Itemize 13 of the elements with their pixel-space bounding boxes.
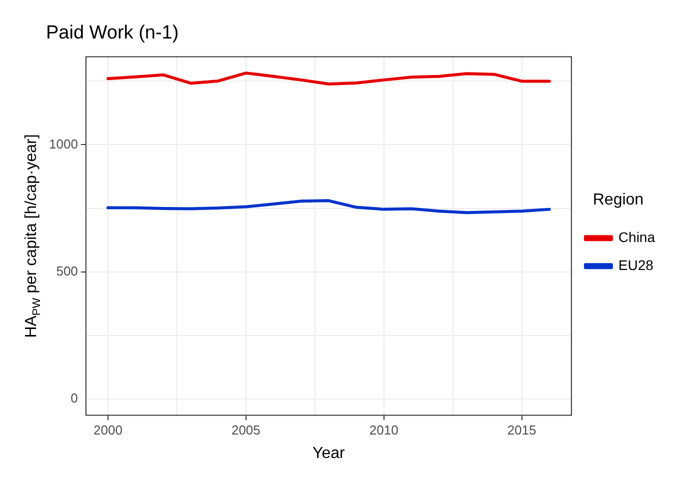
y-tick-label: 0 xyxy=(70,390,78,406)
x-tick-label: 2000 xyxy=(94,422,122,438)
chart-title: Paid Work (n-1) xyxy=(46,22,179,44)
legend-label: EU28 xyxy=(618,256,654,273)
legend-label: China xyxy=(618,228,656,245)
x-tick-label: 2015 xyxy=(507,422,536,438)
legend-title: Region xyxy=(592,191,644,208)
y-axis-title: HAPW per capita [h/cap·year] xyxy=(23,134,43,338)
x-tick-label: 2005 xyxy=(231,422,260,438)
y-tick-label: 500 xyxy=(56,263,78,278)
x-axis-title: Year xyxy=(312,444,346,462)
y-tick-label: 1000 xyxy=(49,136,78,152)
x-tick-label: 2010 xyxy=(369,422,398,438)
